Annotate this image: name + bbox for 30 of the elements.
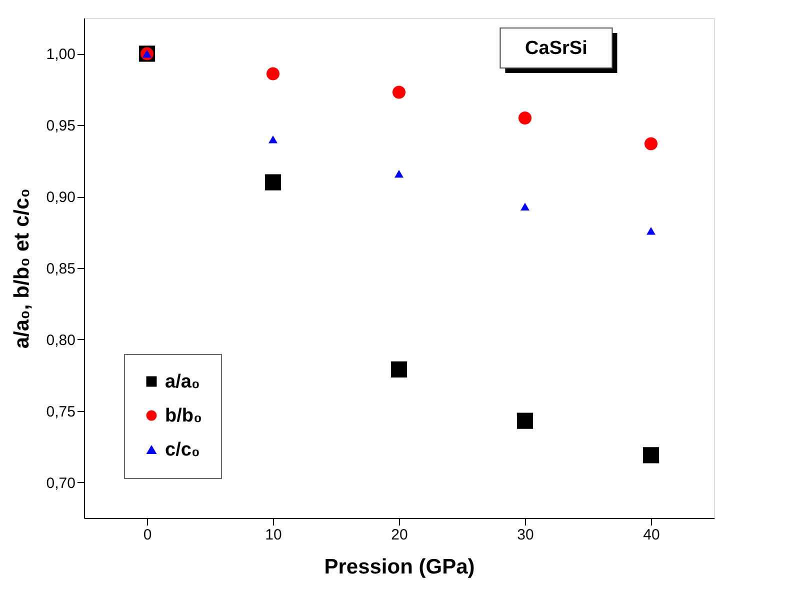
x-axis-title: Pression (GPa)	[324, 556, 475, 578]
x-tick-label: 0	[143, 526, 152, 544]
point	[266, 67, 280, 80]
legend-label: a/a₀	[165, 372, 200, 392]
point	[394, 170, 404, 178]
point	[392, 86, 406, 99]
point	[268, 136, 278, 144]
annotation: CaSrSi	[525, 38, 588, 59]
y-tick-label: 1,00	[46, 46, 76, 64]
y-axis-title: a/a₀, b/b₀ et c/c₀	[10, 188, 34, 349]
x-tick-label: 20	[391, 526, 408, 544]
x-tick-label: 10	[265, 526, 282, 544]
y-tick-label: 0,75	[46, 403, 76, 420]
y-tick-label: 0,80	[46, 332, 76, 349]
point	[390, 361, 408, 378]
x-tick-label: 30	[517, 526, 534, 544]
point	[642, 447, 660, 464]
y-tick-label: 0,70	[46, 474, 76, 492]
point	[516, 412, 534, 429]
point	[520, 202, 530, 210]
y-tick-label: 0,95	[46, 118, 76, 135]
legend-label: b/b₀	[165, 406, 202, 426]
y-tick-label: 0,85	[46, 260, 76, 278]
legend-label: c/c₀	[165, 440, 200, 460]
y-tick-label: 0,90	[46, 189, 76, 206]
point	[264, 174, 282, 190]
point	[518, 111, 532, 125]
x-tick-label: 40	[643, 526, 660, 544]
point	[644, 137, 658, 150]
point	[646, 226, 656, 235]
